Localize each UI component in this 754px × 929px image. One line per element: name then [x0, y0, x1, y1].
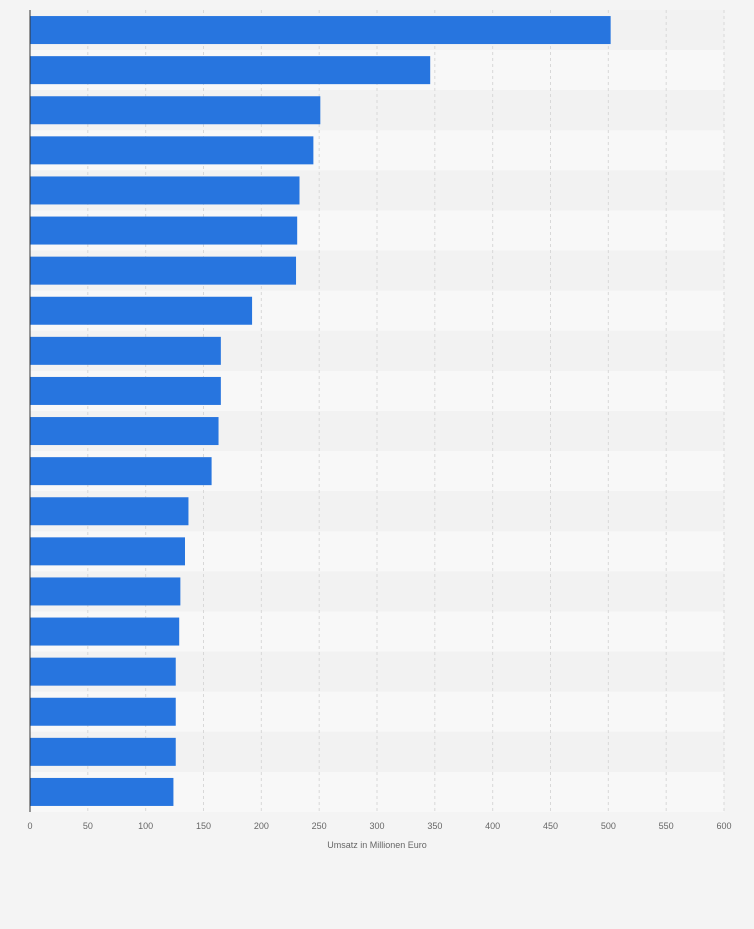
bar [30, 617, 180, 646]
x-tick-label: 500 [601, 821, 616, 831]
bar [30, 296, 253, 325]
x-tick-label: 50 [83, 821, 93, 831]
x-tick-label: 550 [659, 821, 674, 831]
bars [30, 16, 611, 806]
bar [30, 737, 176, 766]
bar [30, 497, 189, 526]
bar [30, 176, 300, 205]
bar [30, 216, 298, 245]
bar [30, 417, 219, 446]
bar [30, 697, 176, 726]
bar [30, 777, 174, 806]
bar [30, 376, 221, 405]
bar [30, 136, 314, 165]
bar [30, 537, 185, 566]
x-tick-label: 450 [543, 821, 558, 831]
x-tick-label: 300 [369, 821, 384, 831]
x-tick-labels: 0 50 100 150 200 250 300 350 400 450 500 550 600 [27, 821, 731, 831]
bar [30, 16, 611, 45]
bar [30, 577, 181, 606]
x-tick-label: 0 [27, 821, 32, 831]
x-axis-title: Umsatz in Millionen Euro [327, 840, 427, 850]
bar [30, 56, 431, 85]
x-tick-label: 350 [427, 821, 442, 831]
x-tick-label: 250 [312, 821, 327, 831]
bar [30, 657, 176, 686]
bar [30, 336, 221, 365]
bar [30, 96, 321, 125]
x-tick-label: 150 [196, 821, 211, 831]
x-tick-label: 100 [138, 821, 153, 831]
bar [30, 457, 212, 486]
bar [30, 256, 297, 285]
x-tick-label: 200 [254, 821, 269, 831]
x-tick-label: 600 [716, 821, 731, 831]
x-tick-label: 400 [485, 821, 500, 831]
